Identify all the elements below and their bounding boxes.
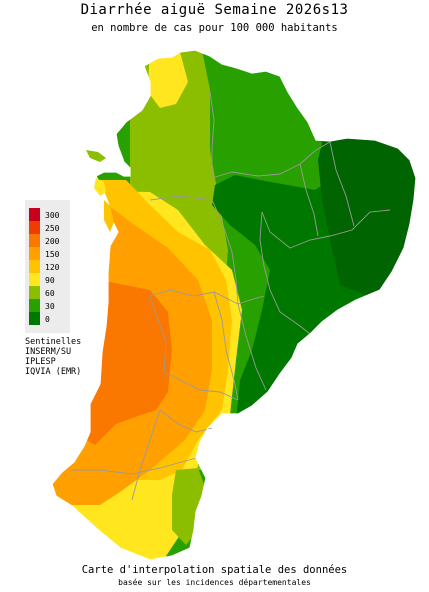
legend-label-120: 120 bbox=[45, 263, 60, 272]
legend-label-200: 200 bbox=[45, 237, 60, 246]
color-scale-legend: 300 250 200 150 120 90 60 30 0 bbox=[25, 200, 70, 333]
source-inserm: INSERM/SU bbox=[25, 347, 72, 357]
source-sentinelles: Sentinelles bbox=[25, 337, 82, 347]
data-sources: Sentinelles INSERM/SU IPLESP IQVIA (EMR) bbox=[25, 337, 81, 377]
map-subtitle: en nombre de cas pour 100 000 habitants bbox=[91, 22, 338, 34]
legend-label-90: 90 bbox=[45, 276, 55, 285]
source-iplesp: IPLESP bbox=[25, 357, 56, 367]
legend-swatch-200 bbox=[29, 234, 40, 247]
legend-label-0: 0 bbox=[45, 315, 50, 324]
legend-label-250: 250 bbox=[45, 224, 60, 233]
islands bbox=[86, 150, 114, 232]
legend-label-150: 150 bbox=[45, 250, 60, 259]
legend-swatch-250 bbox=[29, 221, 40, 234]
source-iqvia: IQVIA (EMR) bbox=[25, 367, 82, 377]
legend-swatch-120 bbox=[29, 260, 40, 273]
legend-swatch-0 bbox=[29, 312, 40, 325]
legend-swatch-90 bbox=[29, 273, 40, 286]
department-borders bbox=[72, 91, 391, 501]
legend-label-300: 300 bbox=[45, 211, 60, 220]
legend-swatch-150 bbox=[29, 247, 40, 260]
legend-label-30: 30 bbox=[45, 302, 55, 311]
legend-swatch-30 bbox=[29, 299, 40, 312]
map-title: Diarrhée aiguë Semaine 2026s13 bbox=[80, 2, 349, 18]
footer-note: basée sur les incidences départementales bbox=[118, 578, 311, 587]
footer-caption: Carte d'interpolation spatiale des donné… bbox=[81, 564, 348, 576]
legend-swatch-300 bbox=[29, 208, 40, 221]
legend-swatch-60 bbox=[29, 286, 40, 299]
legend-label-60: 60 bbox=[45, 289, 55, 298]
